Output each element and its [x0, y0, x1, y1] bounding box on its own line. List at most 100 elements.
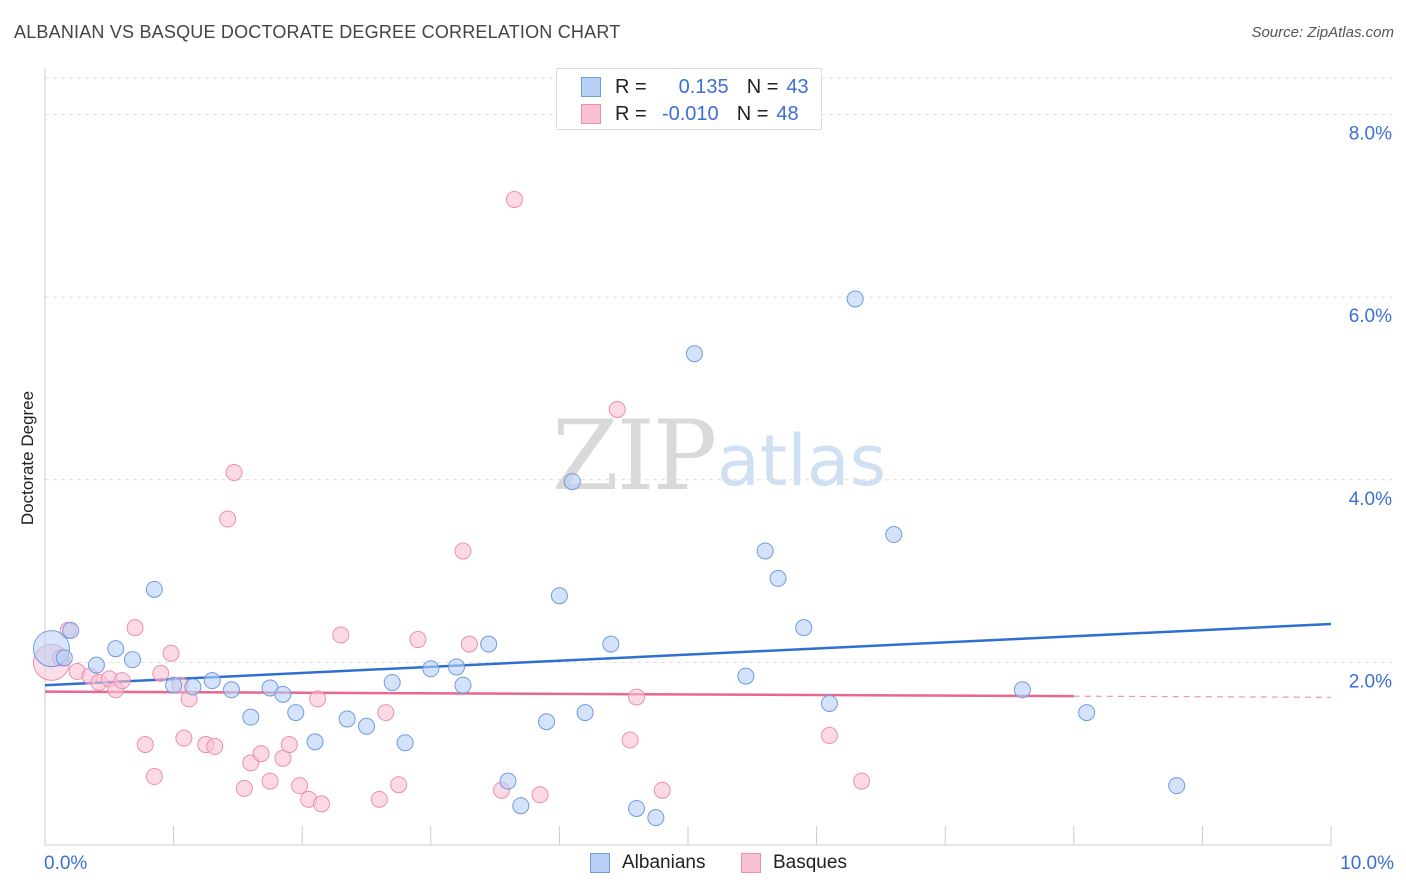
- x-tick-label-min: 0.0%: [44, 853, 87, 874]
- basque-point: [162, 644, 180, 662]
- albanian-swatch: [581, 77, 601, 97]
- basque-point: [820, 726, 838, 744]
- basque-point: [390, 776, 408, 794]
- albanian-point: [1013, 681, 1031, 699]
- n-value: 48: [776, 102, 799, 125]
- albanian-point: [454, 676, 472, 694]
- albanian-point: [685, 345, 703, 363]
- albanian-point: [563, 473, 581, 491]
- basque-point: [280, 736, 298, 754]
- basque-point: [312, 795, 330, 813]
- albanian-point: [123, 651, 141, 669]
- albanian-point: [242, 708, 260, 726]
- basque-point: [460, 635, 478, 653]
- basque-point: [608, 400, 626, 418]
- albanian-point: [383, 673, 401, 691]
- basque-point: [505, 190, 523, 208]
- basque-point: [136, 736, 154, 754]
- legend-item-basques[interactable]: Basques: [741, 852, 847, 874]
- albanian-point: [184, 678, 202, 696]
- albanian-point: [287, 704, 305, 722]
- albanian-point: [107, 640, 125, 658]
- basque-point: [454, 542, 472, 560]
- legend-item-albanians[interactable]: Albanians: [590, 852, 705, 874]
- albanian-point: [538, 713, 556, 731]
- basque-point: [152, 664, 170, 682]
- basque-point: [853, 772, 871, 790]
- trend-lines: [44, 622, 1332, 698]
- albanian-point: [480, 635, 498, 653]
- albanian-point: [306, 733, 324, 751]
- basque-point: [225, 463, 243, 481]
- albanian-point: [1078, 704, 1096, 722]
- stats-legend-row-albanians: R = 0.135 N = 43: [581, 75, 809, 99]
- albanian-point: [576, 704, 594, 722]
- r-value: -0.010: [661, 102, 719, 125]
- basque-point: [332, 626, 350, 644]
- albanian-point: [87, 656, 105, 674]
- stats-legend-row-basques: R = -0.010 N = 48: [581, 102, 799, 126]
- watermark-atlas: atlas: [717, 420, 887, 502]
- stats-legend: R = 0.135 N = 43 R = -0.010 N = 48: [556, 68, 822, 130]
- albanian-point: [499, 772, 517, 790]
- albanian-legend-label: Albanians: [622, 852, 706, 873]
- albanian-point: [769, 569, 787, 587]
- basque-swatch: [581, 104, 601, 124]
- albanian-point: [756, 542, 774, 560]
- y-tick-label: 4.0%: [1349, 489, 1392, 510]
- albanian-point: [795, 619, 813, 637]
- tick-labels: 2.0% 4.0% 6.0% 8.0% 0.0% 10.0%: [44, 124, 1394, 874]
- r-label: R =: [615, 102, 647, 125]
- watermark-zip: ZIP: [552, 400, 717, 512]
- basque-point: [377, 704, 395, 722]
- x-tick-label-max: 10.0%: [1340, 853, 1394, 874]
- r-value: 0.135: [678, 75, 729, 98]
- basque-point: [274, 749, 292, 767]
- basque-point: [252, 745, 270, 763]
- albanian-point: [358, 717, 375, 735]
- r-label: R =: [615, 75, 647, 98]
- basque-point: [409, 631, 427, 649]
- basque-point: [291, 777, 309, 795]
- albanian-point: [274, 685, 292, 703]
- basque-point: [309, 690, 327, 708]
- basque-point: [113, 672, 131, 690]
- axes: [44, 68, 1332, 846]
- albanian-point: [647, 809, 665, 827]
- y-tick-label: 8.0%: [1349, 124, 1392, 145]
- n-label: N =: [736, 102, 769, 125]
- data-points: [32, 190, 1186, 827]
- albanian-point: [422, 660, 440, 678]
- albanian-point: [62, 621, 80, 639]
- basque-point: [235, 779, 253, 797]
- albanian-point: [846, 290, 864, 308]
- albanian-point: [512, 797, 530, 815]
- albanian-point: [203, 672, 221, 690]
- basque-point: [628, 688, 646, 706]
- albanian-point: [1168, 777, 1186, 795]
- source-label: Source: ZipAtlas.com: [1251, 24, 1394, 41]
- y-tick-label: 6.0%: [1349, 306, 1392, 327]
- basque-point: [370, 790, 388, 808]
- basque-point: [219, 510, 237, 528]
- n-value: 43: [786, 75, 809, 98]
- albanian-point: [396, 734, 414, 752]
- albanian-point: [448, 658, 466, 676]
- albanian-point: [338, 710, 356, 728]
- albanian-point: [737, 667, 755, 685]
- chart-title: ALBANIAN VS BASQUE DOCTORATE DEGREE CORR…: [14, 22, 621, 42]
- basque-trend-extension: [1073, 695, 1332, 698]
- albanian-trend-line: [44, 622, 1332, 687]
- basque-point: [206, 737, 224, 755]
- basque-legend-swatch: [741, 853, 761, 873]
- basque-point: [653, 781, 671, 799]
- albanian-point: [222, 681, 240, 699]
- basque-legend-label: Basques: [773, 852, 847, 873]
- albanian-point: [550, 587, 568, 605]
- albanian-point: [628, 799, 646, 817]
- basque-point: [175, 729, 193, 747]
- basque-point: [145, 768, 163, 786]
- n-label: N =: [746, 75, 779, 98]
- albanian-point: [145, 580, 163, 598]
- y-tick-label: 2.0%: [1349, 671, 1392, 692]
